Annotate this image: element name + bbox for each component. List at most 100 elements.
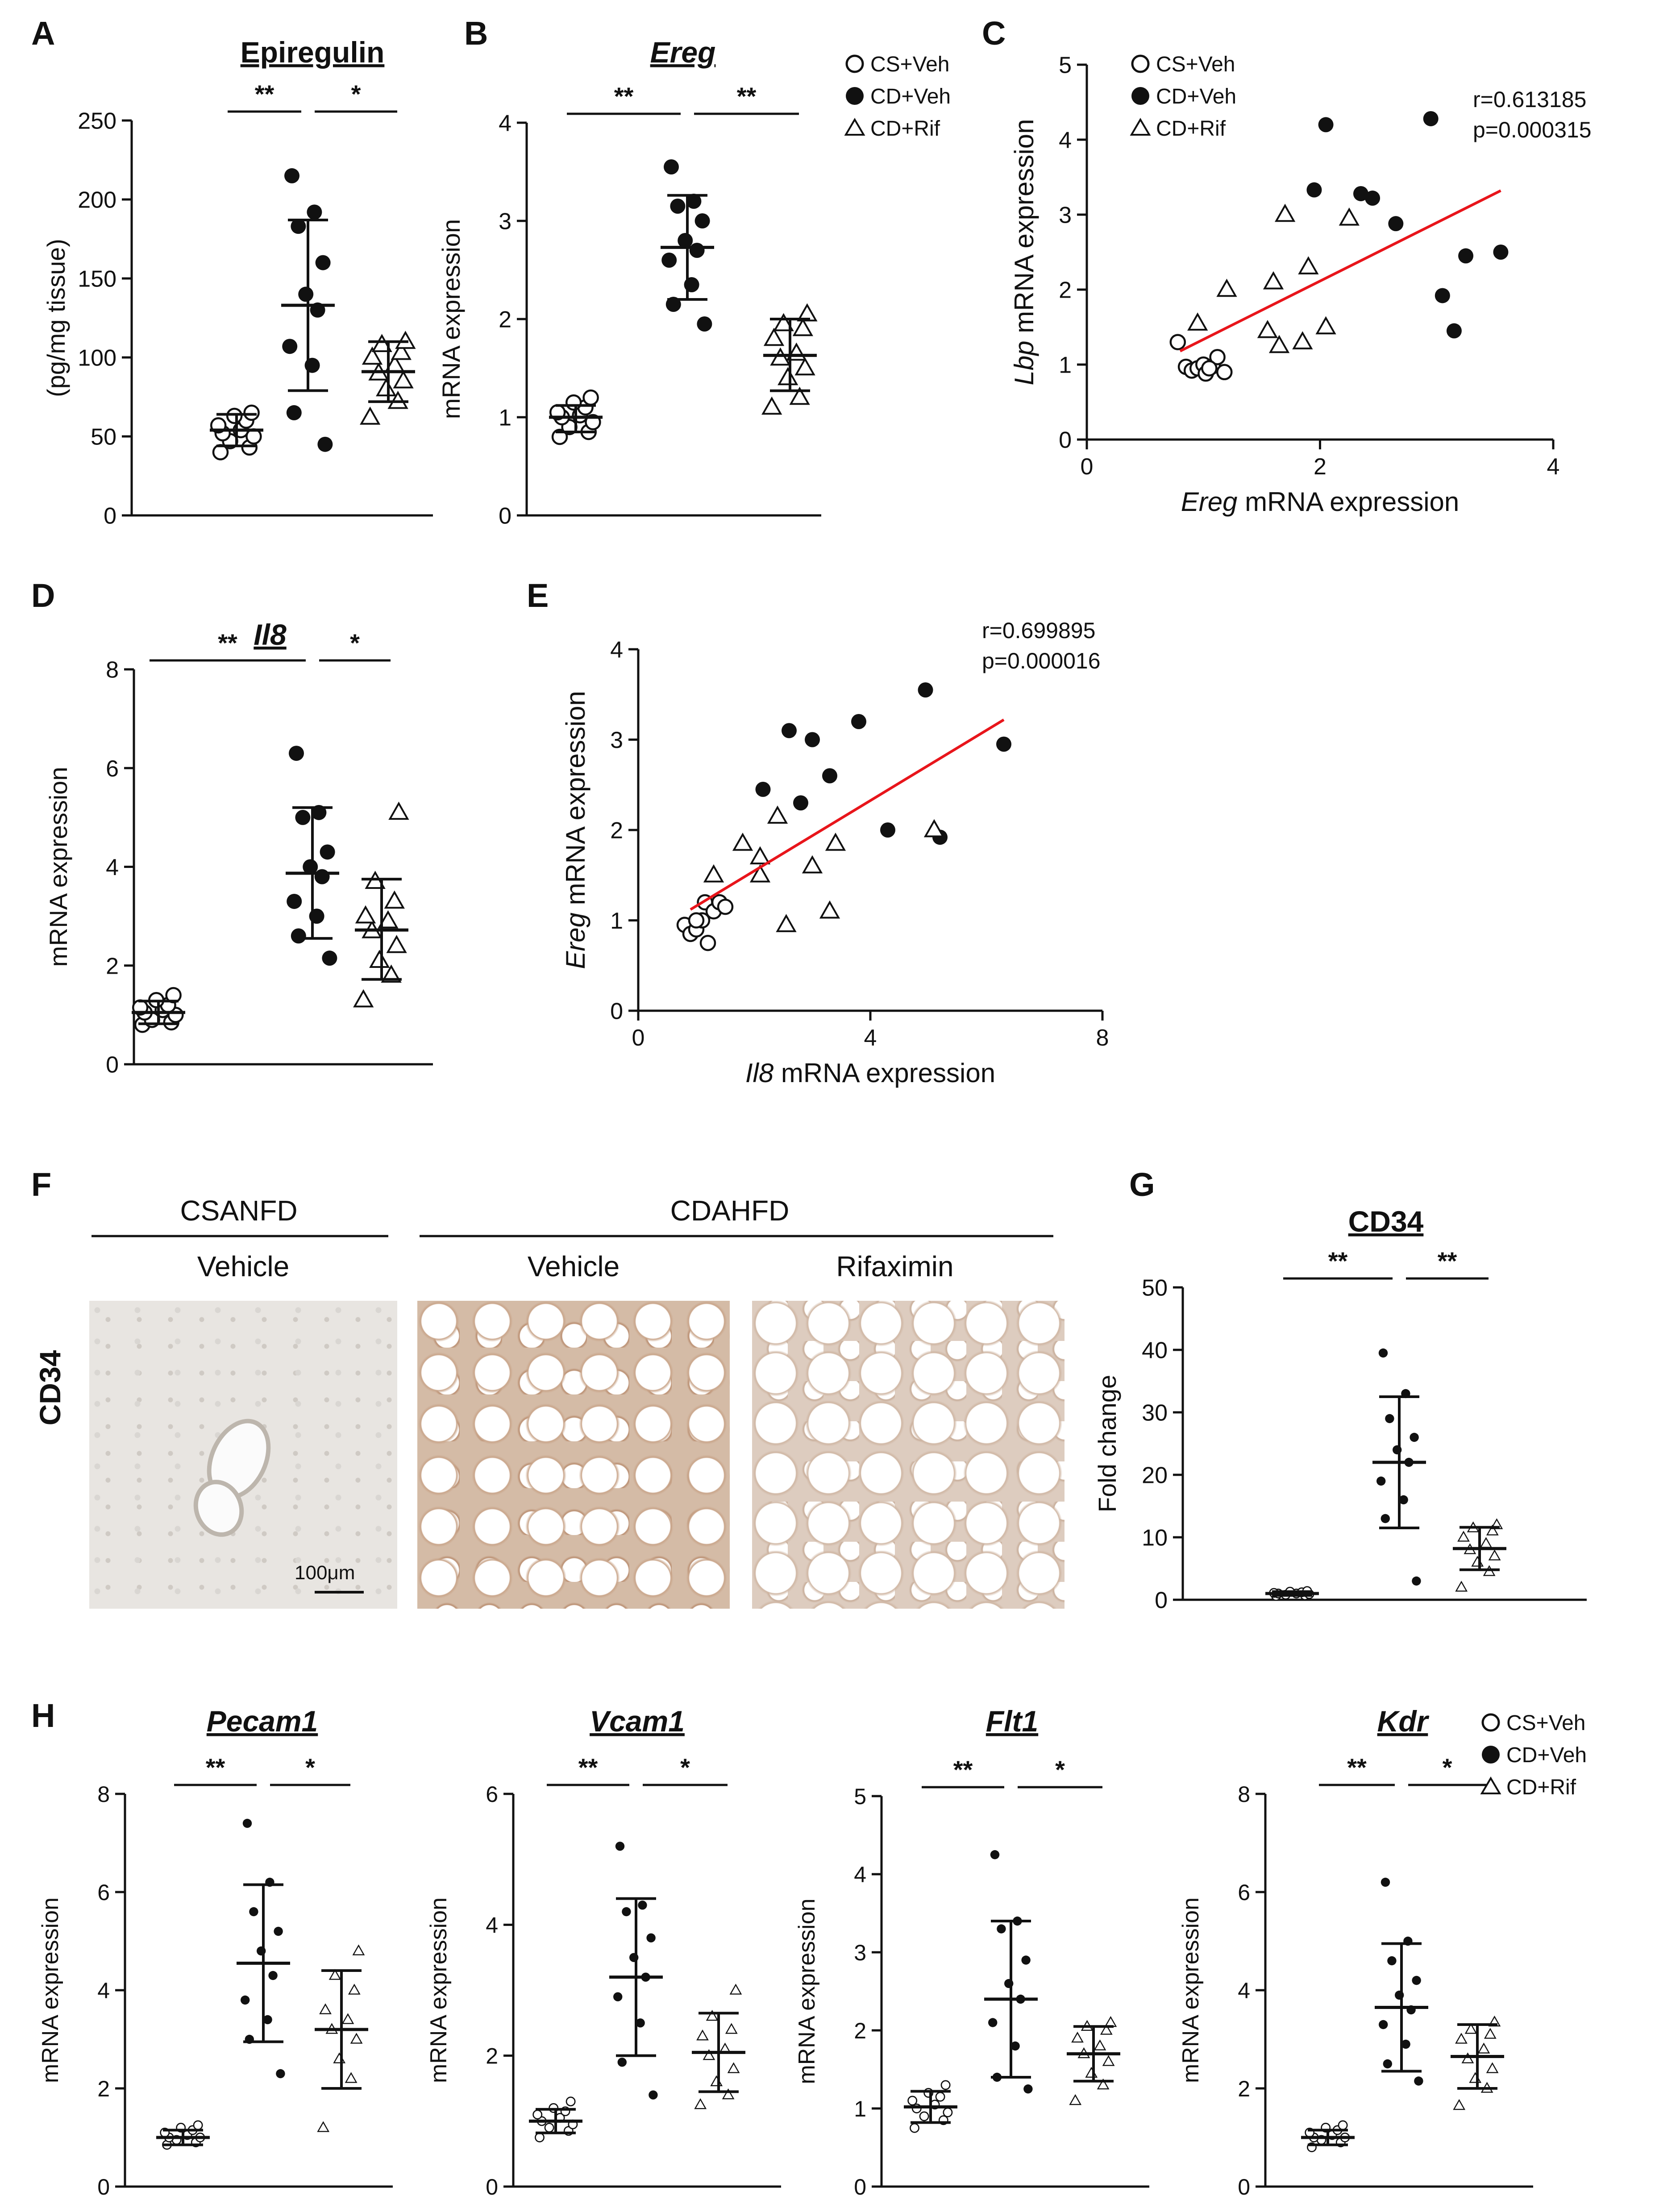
- data-point: [918, 682, 933, 698]
- data-point: [317, 436, 333, 452]
- data-point: [1423, 111, 1439, 126]
- data-point: [703, 864, 724, 883]
- data-point: [689, 243, 705, 258]
- data-point: [291, 928, 306, 944]
- data-point: [378, 910, 399, 929]
- data-point: [907, 2096, 918, 2106]
- data-point: [670, 199, 686, 214]
- data-point: [1298, 256, 1319, 274]
- chart-ereg: 0 1 2 3 4 Ereg mRNA expression ** **: [437, 36, 821, 529]
- data-point: [767, 805, 788, 824]
- significance-label: **: [614, 82, 634, 110]
- data-point: [638, 1901, 647, 1910]
- data-point: [276, 2069, 285, 2079]
- panel-label-c: C: [982, 15, 1006, 52]
- y-tick-label: 8: [1238, 1782, 1250, 1807]
- data-point: [317, 2121, 330, 2132]
- y-tick-label: 3: [499, 209, 511, 235]
- data-point: [362, 346, 383, 365]
- significance-label: **: [1328, 1247, 1348, 1275]
- y-tick-label: 2: [97, 2076, 110, 2101]
- data-point: [315, 255, 331, 270]
- y-axis-label: Fold change: [1093, 1375, 1121, 1512]
- data-point: [1318, 117, 1334, 133]
- y-tick-label: 8: [97, 1782, 110, 1807]
- data-point: [789, 386, 810, 405]
- significance-label: **: [218, 629, 237, 657]
- data-point: [646, 1933, 656, 1942]
- data-point: [566, 2096, 576, 2107]
- micrograph-cdahfd-rifaximin: [752, 1301, 1065, 1609]
- data-point: [1399, 1495, 1408, 1505]
- data-point: [348, 1984, 361, 1995]
- chart-title: Vcam1: [590, 1705, 685, 1738]
- correlation-p: p=0.000315: [1473, 117, 1592, 142]
- data-point: [274, 1926, 283, 1936]
- y-tick-label: 4: [1059, 128, 1072, 154]
- y-tick-label: 6: [486, 1782, 498, 1807]
- data-point: [1469, 2072, 1482, 2083]
- data-point: [1410, 1432, 1419, 1442]
- y-tick-label: 0: [1059, 427, 1072, 453]
- data-point: [802, 855, 823, 874]
- data-point: [1023, 2084, 1033, 2094]
- y-tick-label: 4: [106, 855, 119, 880]
- data-point: [617, 2058, 627, 2067]
- y-tick-label: 1: [610, 908, 623, 934]
- data-point: [1338, 2120, 1348, 2130]
- legend-filled-circle-icon: [1482, 1746, 1500, 1764]
- y-tick-label: 50: [1142, 1275, 1168, 1301]
- y-tick-label: 40: [1142, 1338, 1168, 1364]
- data-point: [387, 390, 408, 409]
- data-point: [880, 822, 895, 838]
- data-point: [226, 407, 243, 424]
- data-point: [1381, 1877, 1390, 1887]
- data-point: [381, 964, 402, 983]
- data-point: [1187, 312, 1208, 331]
- y-axis-label: mRNA expression: [426, 1897, 452, 2083]
- data-point: [773, 313, 794, 332]
- data-point: [1274, 203, 1296, 222]
- y-axis-label: Ereg mRNA expression: [561, 691, 590, 969]
- data-point: [535, 2133, 545, 2142]
- significance-label: **: [255, 80, 274, 108]
- data-point: [1257, 320, 1278, 338]
- legend-filled-circle-icon: [1131, 87, 1149, 105]
- data-point: [686, 194, 702, 209]
- data-point: [797, 303, 818, 322]
- data-point: [694, 2098, 707, 2109]
- x-tick-label: 0: [632, 1025, 645, 1051]
- x-tick-label: 8: [1096, 1025, 1109, 1051]
- data-point: [1486, 2062, 1499, 2073]
- data-point: [303, 859, 318, 875]
- data-point: [910, 2123, 919, 2133]
- data-point: [1488, 1549, 1501, 1560]
- y-tick-label: 1: [854, 2096, 866, 2121]
- group-label-csanfd: CSANFD: [180, 1195, 297, 1227]
- data-point: [699, 934, 716, 951]
- data-point: [1353, 186, 1368, 201]
- data-point: [286, 405, 302, 420]
- x-tick-label: 4: [864, 1025, 877, 1051]
- y-axis-label: (pg/mg tissue): [42, 239, 70, 397]
- panel-label-f: F: [31, 1166, 51, 1203]
- data-point: [391, 341, 412, 360]
- data-point: [350, 2033, 363, 2044]
- y-axis-label: mRNA expression: [437, 219, 465, 419]
- y-tick-label: 2: [499, 307, 511, 333]
- data-point: [371, 334, 392, 352]
- y-tick-label: 20: [1142, 1463, 1168, 1489]
- data-point: [722, 2088, 735, 2100]
- data-point: [287, 893, 302, 909]
- data-point: [544, 2123, 554, 2133]
- data-point: [1385, 1414, 1394, 1423]
- data-point: [1104, 2016, 1117, 2027]
- data-point: [1412, 1975, 1421, 1985]
- y-tick-label: 0: [499, 503, 511, 529]
- data-point: [1471, 1556, 1484, 1567]
- data-point: [755, 781, 771, 797]
- data-point: [355, 905, 376, 924]
- legend-label-cd-veh: CD+Veh: [1156, 85, 1236, 108]
- data-point: [678, 233, 693, 248]
- data-point: [1315, 316, 1336, 335]
